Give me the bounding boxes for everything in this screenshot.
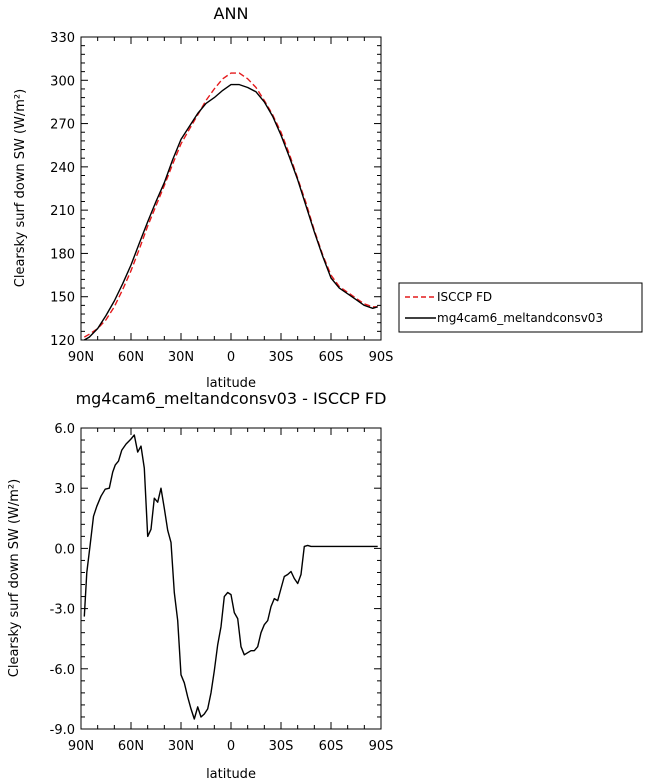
chart-2-y-tick-label: 0.0 bbox=[54, 542, 75, 557]
chart-1-y-tick-label: 240 bbox=[50, 161, 75, 176]
chart-2-y-tick-label: -3.0 bbox=[50, 603, 75, 618]
chart-2-x-tick-label: 0 bbox=[227, 739, 235, 754]
chart-2-x-axis-label: latitude bbox=[206, 767, 256, 782]
chart-1-lines bbox=[83, 72, 378, 341]
legend-box bbox=[398, 282, 643, 333]
chart-1-x-tick-label: 60N bbox=[118, 350, 144, 365]
chart-2-lines bbox=[83, 434, 378, 720]
chart-2-ticks: 90N 60N 30N 0 30S 60S 90S -9.0 -6.0 -3.0 0.0 3.0 6.0 bbox=[50, 422, 394, 754]
chart-1-x-tick-label: 0 bbox=[227, 350, 235, 365]
chart-2-plot-frame bbox=[80, 427, 382, 730]
chart-1-y-tick-label: 180 bbox=[50, 247, 75, 262]
chart-1: ANN 90N 60N 30N 0 30S 60S 90S 120 150 180 210 240 27… bbox=[13, 4, 393, 391]
chart-1-plot-frame bbox=[80, 36, 382, 341]
chart-1-y-axis-label: Clearsky surf down SW (W/m²) bbox=[13, 89, 28, 287]
chart-2: mg4cam6_meltandconsv03 - ISCCP FD 90N 60N… bbox=[7, 389, 393, 782]
chart-2-y-tick-label: -9.0 bbox=[50, 723, 75, 738]
chart-1-x-tick-label: 60S bbox=[319, 350, 344, 365]
chart-1-series-line-1 bbox=[83, 72, 378, 338]
chart-2-x-tick-label: 60S bbox=[319, 739, 344, 754]
chart-1-y-tick-label: 150 bbox=[50, 291, 75, 306]
legend-label-model: mg4cam6_meltandconsv03 bbox=[437, 311, 603, 325]
chart-1-y-tick-label: 300 bbox=[50, 74, 75, 89]
chart-1-y-tick-label: 330 bbox=[50, 31, 75, 46]
chart-2-y-axis-label: Clearsky surf down SW (W/m²) bbox=[7, 479, 22, 677]
chart-1-x-tick-label: 30S bbox=[269, 350, 294, 365]
chart-2-x-tick-label: 90N bbox=[68, 739, 94, 754]
chart-1-x-tick-label: 90N bbox=[68, 350, 94, 365]
chart-2-x-tick-label: 60N bbox=[118, 739, 144, 754]
chart-2-x-tick-label: 90S bbox=[369, 739, 394, 754]
chart-1-x-tick-label: 90S bbox=[369, 350, 394, 365]
chart-1-ticks: 90N 60N 30N 0 30S 60S 90S 120 150 180 210 240 270 300… bbox=[50, 31, 393, 365]
chart-2-y-tick-label: 6.0 bbox=[54, 422, 75, 437]
chart-2-x-tick-label: 30N bbox=[168, 739, 194, 754]
chart-2-y-tick-label: 3.0 bbox=[54, 482, 75, 497]
legend-label-isccp: ISCCP FD bbox=[437, 290, 492, 304]
chart-1-y-tick-label: 120 bbox=[50, 334, 75, 349]
chart-1-y-tick-label: 210 bbox=[50, 204, 75, 219]
legend: ISCCP FD mg4cam6_meltandconsv03 bbox=[398, 282, 643, 333]
chart-1-title: ANN bbox=[214, 4, 249, 23]
chart-1-x-axis-label: latitude bbox=[206, 376, 256, 391]
chart-2-series-line-1 bbox=[83, 434, 378, 720]
chart-1-x-tick-label: 30N bbox=[168, 350, 194, 365]
chart-2-title: mg4cam6_meltandconsv03 - ISCCP FD bbox=[76, 389, 387, 409]
chart-1-series-line-2 bbox=[83, 83, 378, 341]
chart-1-y-tick-label: 270 bbox=[50, 118, 75, 133]
chart-2-y-tick-label: -6.0 bbox=[50, 663, 75, 678]
chart-2-x-tick-label: 30S bbox=[269, 739, 294, 754]
